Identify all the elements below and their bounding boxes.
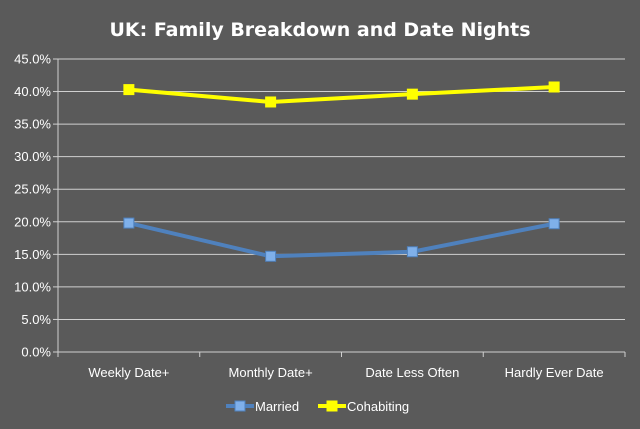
- data-point-married: [406, 246, 418, 258]
- series-line-married: [128, 221, 555, 259]
- series-cohabiting: [123, 81, 560, 108]
- data-point-married: [265, 250, 277, 262]
- data-point-cohabiting: [265, 96, 277, 108]
- y-tick-label: 5.0%: [21, 312, 51, 327]
- y-tick-label: 45.0%: [14, 52, 51, 67]
- y-tick-label: 10.0%: [14, 279, 51, 294]
- x-axis: Weekly Date+ Monthly Date+ Date Less Often…: [57, 351, 626, 380]
- y-tick-label: 15.0%: [14, 247, 51, 262]
- chart-title: UK: Family Breakdown and Date Nights: [109, 19, 530, 41]
- series-group: [123, 81, 560, 262]
- legend-item-cohabiting: Cohabiting: [318, 399, 409, 414]
- y-tick-label: 35.0%: [14, 117, 51, 132]
- data-point-cohabiting: [406, 88, 418, 100]
- x-tick-label: Monthly Date+: [229, 365, 313, 380]
- data-point-cohabiting: [548, 81, 560, 93]
- y-axis: 0.0% 5.0% 10.0% 15.0% 20.0% 25.0% 30.0% 35.0% 40…: [14, 52, 59, 360]
- data-point-married: [548, 218, 560, 230]
- legend-label-cohabiting: Cohabiting: [347, 399, 409, 414]
- data-point-cohabiting: [123, 84, 135, 96]
- data-point-married: [123, 217, 135, 229]
- x-tick-label: Date Less Often: [365, 365, 459, 380]
- y-tick-label: 25.0%: [14, 182, 51, 197]
- legend-marker-cohabiting: [326, 400, 338, 412]
- y-tick-label: 0.0%: [21, 345, 51, 360]
- y-tick-label: 30.0%: [14, 149, 51, 164]
- x-tick-label: Weekly Date+: [88, 365, 169, 380]
- legend-item-married: Married: [226, 399, 299, 414]
- y-tick-label: 40.0%: [14, 84, 51, 99]
- y-tick-label: 20.0%: [14, 214, 51, 229]
- series-line-cohabiting: [128, 85, 555, 104]
- legend-marker-married: [234, 400, 246, 412]
- legend-label-married: Married: [255, 399, 299, 414]
- x-tick-label: Hardly Ever Date: [505, 365, 604, 380]
- legend: Married Cohabiting: [226, 399, 409, 414]
- series-married: [123, 217, 560, 262]
